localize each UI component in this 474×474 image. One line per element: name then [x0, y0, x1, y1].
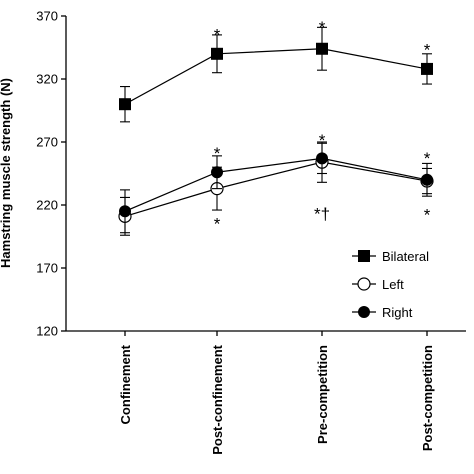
significance-marker: * — [424, 149, 431, 168]
x-category-label: Pre-competition — [315, 345, 330, 444]
series-line — [124, 157, 428, 212]
data-point-filled-circle — [421, 173, 433, 186]
x-category-label: Confinement — [118, 344, 133, 424]
significance-marker: * — [424, 206, 431, 225]
series-right — [119, 142, 433, 234]
legend-item-right: Right — [352, 305, 413, 320]
legend-item-left: Left — [352, 277, 404, 292]
series-bilateral — [119, 26, 433, 123]
y-tick-label: 370 — [36, 9, 58, 24]
data-point-filled-circle — [316, 152, 328, 165]
legend-open-circle-icon — [357, 277, 371, 291]
data-point-filled-circle — [211, 166, 223, 179]
data-point-square — [316, 42, 328, 55]
legend-square-icon — [358, 250, 370, 262]
significance-marker: * — [424, 41, 431, 60]
legend-item-bilateral: Bilateral — [352, 249, 429, 264]
y-tick-label: 170 — [36, 261, 58, 276]
data-point-filled-circle — [119, 205, 131, 218]
legend: Bilateral Left Right — [352, 249, 429, 320]
series-layer — [118, 26, 434, 236]
legend-label: Right — [382, 305, 413, 320]
data-point-square — [119, 98, 131, 111]
significance-marker: *† — [314, 204, 330, 223]
annotation-layer: * * * * * * * *† * — [214, 18, 431, 234]
axes: 120 170 220 270 320 370 Confinement Post-confin… — [0, 9, 466, 455]
significance-marker: * — [319, 131, 326, 150]
series-line — [124, 48, 428, 105]
series-line — [124, 161, 428, 217]
data-point-square — [211, 47, 223, 60]
significance-marker: * — [214, 144, 221, 163]
data-point-square — [421, 62, 433, 75]
y-tick-label: 220 — [36, 198, 58, 213]
y-tick-label: 120 — [36, 324, 58, 339]
significance-marker: * — [319, 18, 326, 37]
series-left — [118, 141, 434, 236]
significance-marker: * — [214, 25, 221, 44]
legend-label: Left — [382, 277, 404, 292]
significance-marker: * — [214, 214, 221, 233]
x-category-label: Post-competition — [420, 345, 435, 451]
y-axis-title: Hamstring muscle strength (N) — [0, 78, 13, 268]
x-category-label: Post-confinement — [210, 344, 225, 454]
legend-filled-circle-icon — [358, 306, 370, 318]
y-tick-label: 320 — [36, 72, 58, 87]
legend-label: Bilateral — [382, 249, 429, 264]
y-tick-label: 270 — [36, 135, 58, 150]
